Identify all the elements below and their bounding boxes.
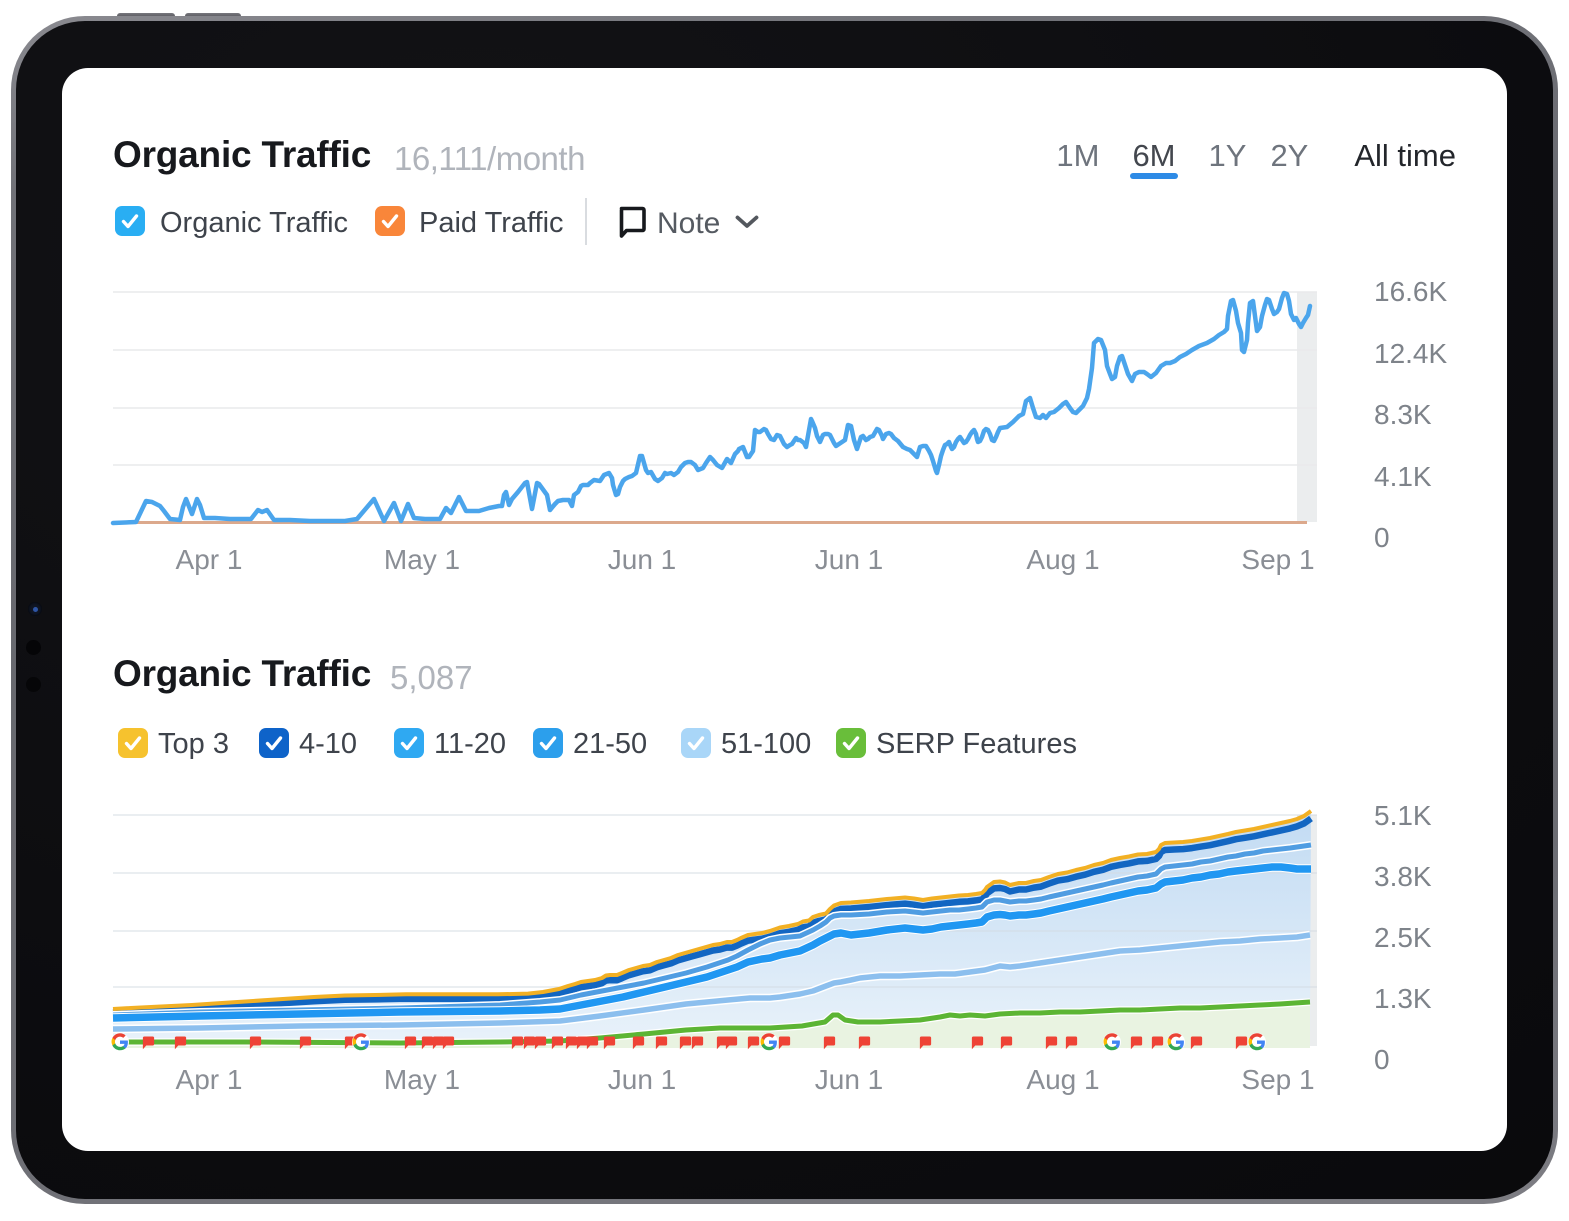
svg-text:Sep 1: Sep 1 — [1241, 544, 1314, 575]
svg-text:May 1: May 1 — [384, 544, 460, 575]
svg-text:5.1K: 5.1K — [1374, 800, 1432, 831]
svg-text:Aug 1: Aug 1 — [1026, 1064, 1099, 1095]
svg-text:0: 0 — [1374, 522, 1390, 553]
svg-text:May 1: May 1 — [384, 1064, 460, 1095]
svg-text:0: 0 — [1374, 1044, 1390, 1075]
svg-text:Jun 1: Jun 1 — [815, 544, 884, 575]
svg-text:Apr 1: Apr 1 — [176, 544, 243, 575]
svg-text:Jun 1: Jun 1 — [815, 1064, 884, 1095]
svg-text:Jun 1: Jun 1 — [608, 544, 677, 575]
svg-text:16.6K: 16.6K — [1374, 276, 1447, 307]
svg-text:Sep 1: Sep 1 — [1241, 1064, 1314, 1095]
svg-text:2.5K: 2.5K — [1374, 922, 1432, 953]
svg-text:12.4K: 12.4K — [1374, 338, 1447, 369]
svg-text:Jun 1: Jun 1 — [608, 1064, 677, 1095]
svg-text:Aug 1: Aug 1 — [1026, 544, 1099, 575]
svg-text:8.3K: 8.3K — [1374, 399, 1432, 430]
svg-text:Apr 1: Apr 1 — [176, 1064, 243, 1095]
svg-text:1.3K: 1.3K — [1374, 983, 1432, 1014]
svg-text:4.1K: 4.1K — [1374, 461, 1432, 492]
svg-text:3.8K: 3.8K — [1374, 861, 1432, 892]
